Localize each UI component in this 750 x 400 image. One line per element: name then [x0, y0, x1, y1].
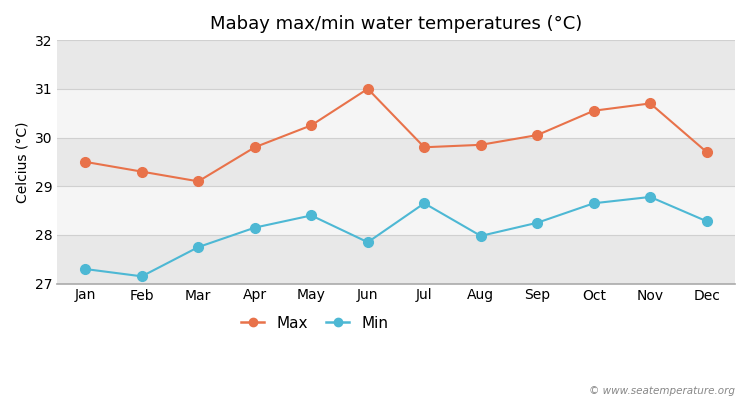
Bar [57, 40, 735, 89]
Bar [57, 89, 735, 138]
Min [420, 201, 429, 206]
Max [420, 145, 429, 150]
Bar [57, 186, 735, 235]
Min [590, 201, 598, 206]
Max [476, 142, 485, 147]
Title: Mabay max/min water temperatures (°C): Mabay max/min water temperatures (°C) [210, 15, 582, 33]
Legend: Max, Min: Max, Min [235, 310, 394, 337]
Min [81, 267, 90, 272]
Max [194, 179, 202, 184]
Min [646, 194, 655, 199]
Bar [57, 138, 735, 186]
Line: Min: Min [80, 192, 712, 281]
Min [251, 225, 260, 230]
Max [137, 169, 146, 174]
Min [363, 240, 372, 245]
Text: © www.seatemperature.org: © www.seatemperature.org [589, 386, 735, 396]
Max [363, 86, 372, 91]
Max [307, 123, 316, 128]
Min [307, 213, 316, 218]
Max [590, 108, 598, 113]
Min [532, 220, 542, 225]
Max [532, 133, 542, 138]
Min [702, 219, 711, 224]
Max [702, 150, 711, 154]
Min [476, 234, 485, 238]
Max [81, 160, 90, 164]
Y-axis label: Celcius (°C): Celcius (°C) [15, 121, 29, 203]
Max [251, 145, 260, 150]
Bar [57, 235, 735, 284]
Min [194, 245, 202, 250]
Line: Max: Max [80, 84, 712, 186]
Max [646, 101, 655, 106]
Min [137, 274, 146, 279]
